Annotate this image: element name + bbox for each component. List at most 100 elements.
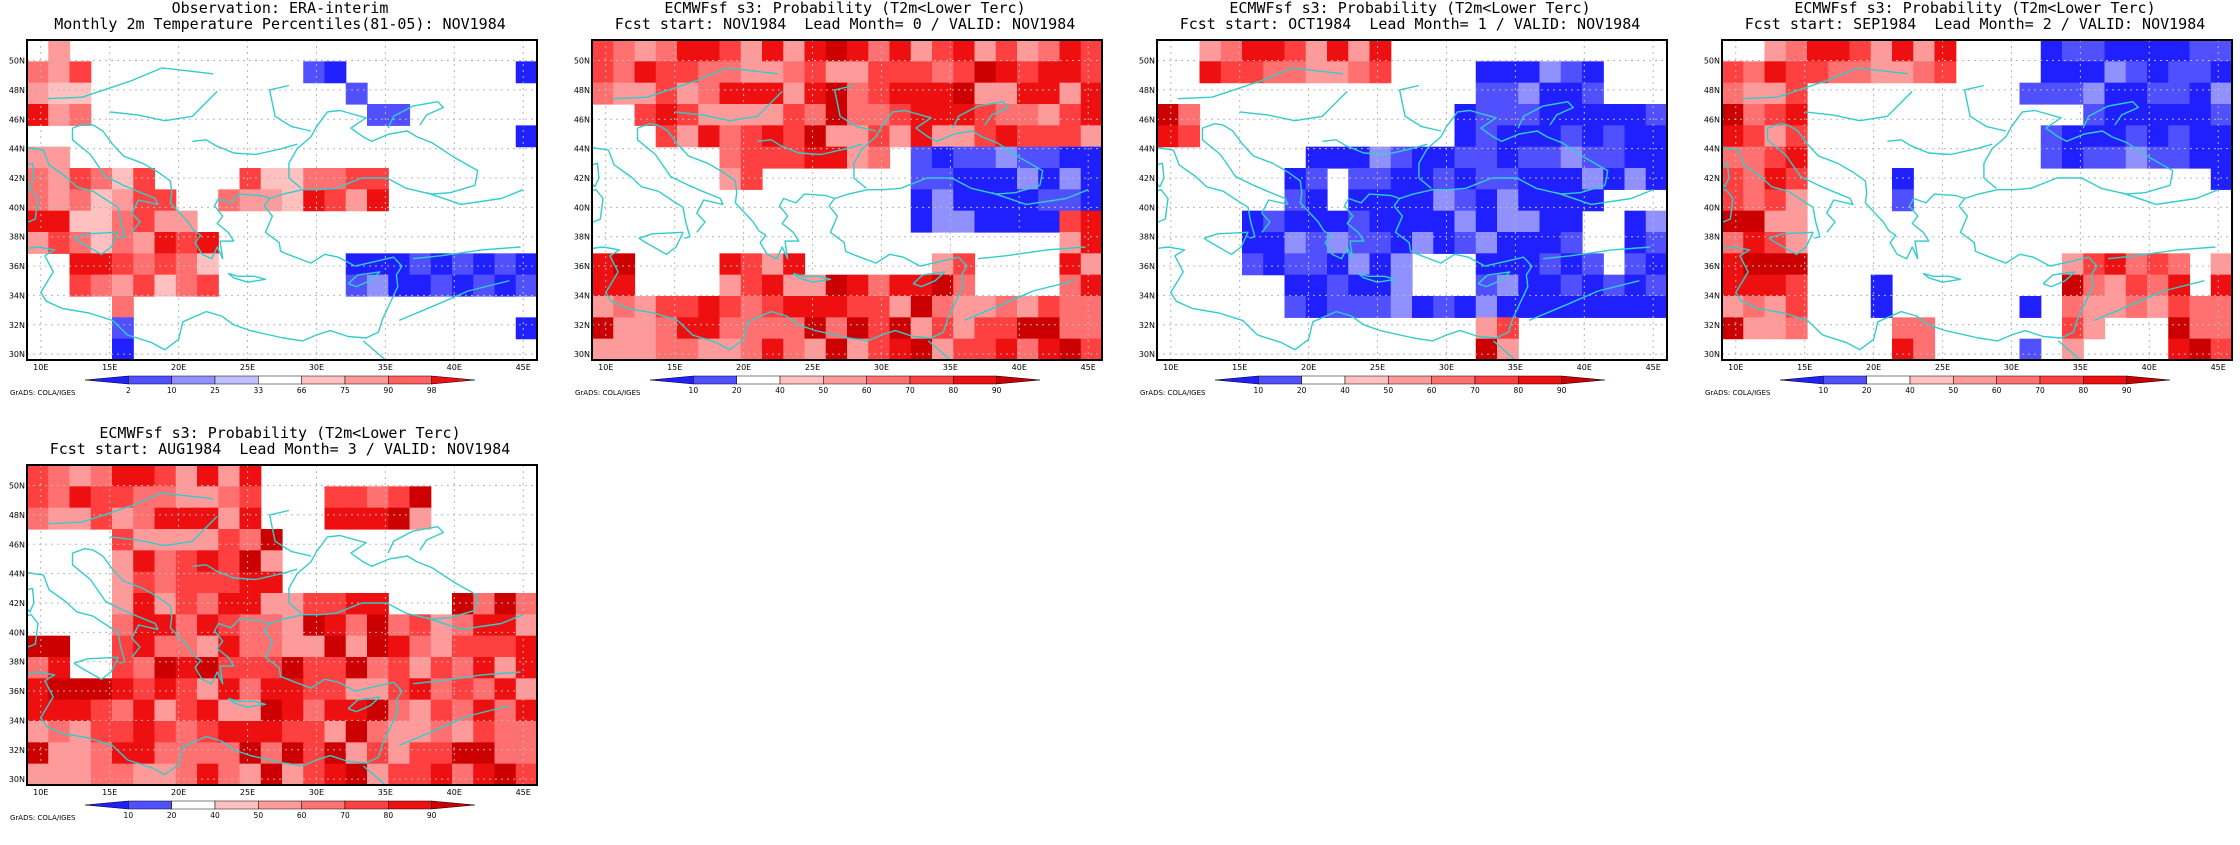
grid-cell xyxy=(1327,61,1349,84)
coastline xyxy=(1418,109,1609,189)
lat-tick-label: 40N xyxy=(1139,203,1155,212)
grid-cell xyxy=(27,465,49,487)
grid-cell xyxy=(1220,40,1243,62)
grid-cell xyxy=(239,507,262,530)
coastlines xyxy=(1722,67,2232,360)
grid-cell xyxy=(197,763,219,785)
lat-tick-label: 38N xyxy=(1704,233,1720,242)
grid-cell xyxy=(69,678,92,701)
map-figure: 30N 32N 34N 36N 38N 40N 42N 44N 46N 48N 50N 10E 15E 2… xyxy=(1139,39,1668,397)
grid-cell xyxy=(953,168,976,190)
grid-cell xyxy=(613,253,636,276)
coastline xyxy=(2231,136,2232,138)
grid-cell xyxy=(1560,274,1583,297)
coastline xyxy=(638,231,684,256)
grid-cell xyxy=(740,338,763,360)
lat-tick-label: 40N xyxy=(9,203,25,212)
coastline xyxy=(27,205,403,351)
grid-cell xyxy=(473,699,496,722)
coastline xyxy=(752,193,836,260)
grid-cell xyxy=(634,61,657,84)
grid-cell xyxy=(1412,189,1434,212)
grid-cell xyxy=(2125,274,2148,297)
grid-cell xyxy=(1785,61,1808,84)
grid-cell xyxy=(260,189,283,212)
grid-cell xyxy=(634,317,657,340)
colorbar-label: 10 xyxy=(689,386,699,395)
grid-cell xyxy=(1284,232,1307,254)
grid-cell xyxy=(1059,253,1082,276)
grid-cell xyxy=(1475,274,1498,297)
grid-cell xyxy=(1560,61,1583,84)
grid-cell xyxy=(218,678,241,701)
grid-cell xyxy=(1560,232,1583,254)
lat-tick-label: 42N xyxy=(574,174,590,183)
grid-cell xyxy=(1390,253,1413,276)
grid-cell xyxy=(48,189,71,212)
grid-cell xyxy=(953,61,976,84)
grid-cell xyxy=(889,317,912,340)
grid-cell xyxy=(367,657,389,679)
colorbar-segment xyxy=(2083,375,2127,385)
grid-cell xyxy=(613,317,636,340)
grid-cell xyxy=(2168,253,2191,276)
grid-cell xyxy=(154,210,177,233)
grid-cell xyxy=(175,465,198,487)
grid-cell xyxy=(1475,168,1498,190)
grid-cell xyxy=(175,593,198,615)
colorbar-segment xyxy=(866,375,911,385)
grid-cell xyxy=(825,146,848,169)
grid-cell xyxy=(1497,104,1519,126)
grid-cell xyxy=(1080,40,1102,62)
grid-cell xyxy=(48,465,71,487)
grid-cell xyxy=(197,742,219,765)
grid-cell xyxy=(218,529,241,551)
grid-cell xyxy=(1454,125,1477,148)
grid-cell xyxy=(868,104,891,126)
grid-cell xyxy=(90,699,113,722)
grid-cell xyxy=(910,146,933,169)
grid-cell xyxy=(1603,104,1626,126)
grid-cell xyxy=(388,507,411,530)
grid-cell xyxy=(2189,40,2212,62)
grid-cell xyxy=(1870,40,1893,62)
coastline xyxy=(1398,84,1442,132)
grid-cell xyxy=(473,593,496,615)
grid-cell xyxy=(1603,168,1626,190)
lon-tick-label: 40E xyxy=(447,363,462,372)
grid-cell xyxy=(1369,61,1392,84)
coastline xyxy=(757,139,863,156)
grid-cell xyxy=(1722,317,1744,340)
colorbar-label: 20 xyxy=(732,386,742,395)
grid-cell xyxy=(1603,296,1626,318)
coastline xyxy=(792,272,832,283)
coastline xyxy=(109,90,218,122)
coastline xyxy=(927,340,951,360)
grid-cell xyxy=(1038,296,1061,318)
panel-title-line1: ECMWFsf s3: Probability (T2m<Lower Terc) xyxy=(1229,0,1591,17)
grid-cell xyxy=(515,657,537,679)
grid-cell xyxy=(1518,210,1541,233)
grid-cell xyxy=(69,465,92,487)
grid-cell xyxy=(175,614,198,637)
grid-cell xyxy=(995,146,1018,169)
grid-cell xyxy=(409,699,432,722)
grid-cell xyxy=(825,338,848,360)
coastline xyxy=(536,561,537,563)
colorbar-segment xyxy=(128,375,172,385)
grid-cell xyxy=(324,189,347,212)
lon-tick-label: 45E xyxy=(1081,363,1096,372)
colorbar-label: 90 xyxy=(384,386,394,395)
grid-cell xyxy=(910,210,933,233)
colorbar-segment xyxy=(2126,375,2171,385)
grid-cell xyxy=(282,614,304,637)
grid-cell xyxy=(1390,296,1413,318)
grid-cell xyxy=(324,699,347,722)
grid-cell xyxy=(1242,210,1264,233)
lon-tick-label: 20E xyxy=(1866,363,1881,372)
grid-cell xyxy=(1934,61,1957,84)
grid-cell xyxy=(1645,274,1667,297)
grid-cell xyxy=(1582,146,1604,169)
grid-cell xyxy=(48,678,71,701)
grid-cell xyxy=(847,40,869,62)
